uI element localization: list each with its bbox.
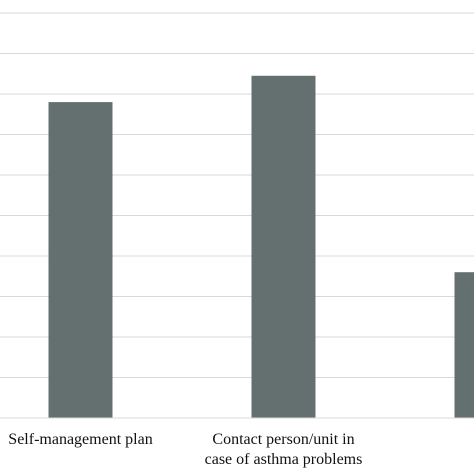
category-label: Contact person/unit in case of asthma pro… xyxy=(205,431,363,468)
bars xyxy=(48,75,474,419)
category-label-line: Contact person/unit in xyxy=(212,431,354,448)
bar xyxy=(251,75,316,419)
category-labels: Self-management plan Contact person/unit … xyxy=(8,431,363,468)
category-label-line: Self-management plan xyxy=(8,431,152,448)
bar xyxy=(48,102,113,418)
bar xyxy=(454,272,474,418)
category-label: Self-management plan xyxy=(8,431,152,448)
category-label-line: case of asthma problems xyxy=(205,451,363,468)
